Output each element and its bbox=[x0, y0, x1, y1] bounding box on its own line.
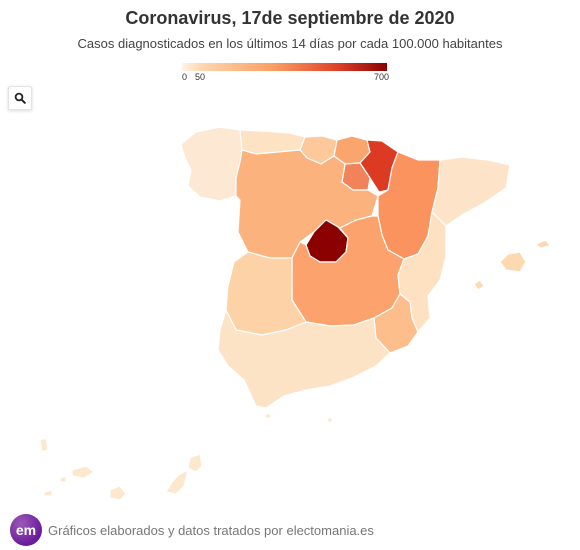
region-galicia[interactable]: Galicia bbox=[180, 126, 244, 202]
map-title: Coronavirus, 17de septiembre de 2020 bbox=[125, 8, 455, 28]
region-canarias-fuerteventura[interactable]: Canarias bbox=[165, 469, 189, 495]
region-canarias-tenerife[interactable]: Canarias bbox=[71, 465, 95, 479]
legend-mid-label: 50 bbox=[195, 72, 206, 82]
region-canarias-gran-canaria[interactable]: Canarias bbox=[109, 485, 127, 501]
map-subtitle: Casos diagnosticados en los últimos 14 d… bbox=[77, 36, 503, 51]
color-legend: 0 50 700 bbox=[182, 63, 390, 85]
legend-gradient-bar bbox=[182, 63, 387, 71]
region-baleares[interactable]: Baleares bbox=[499, 251, 527, 273]
region-canarias-el-hierro[interactable]: Canarias bbox=[43, 489, 53, 497]
search-icon bbox=[14, 92, 26, 104]
credit-text: Gráficos elaborados y datos tratados por… bbox=[48, 523, 374, 538]
zoom-search-button[interactable] bbox=[8, 86, 32, 110]
region-canarias-la-palma[interactable]: Canarias bbox=[39, 437, 49, 453]
region-cataluna[interactable]: Cataluña bbox=[431, 156, 511, 227]
region-ceuta[interactable]: Ceuta bbox=[264, 412, 272, 420]
legend-min-label: 0 bbox=[182, 72, 188, 82]
region-melilla[interactable]: Melilla bbox=[326, 416, 334, 424]
spain-choropleth-map: Galicia Asturias Cantabria País Vasco Na… bbox=[39, 126, 551, 501]
region-baleares-menorca[interactable]: Baleares bbox=[535, 239, 551, 249]
region-andalucia[interactable]: Andalucía bbox=[217, 309, 391, 409]
region-canarias-la-gomera[interactable]: Canarias bbox=[59, 475, 67, 483]
region-navarra[interactable]: Navarra bbox=[359, 139, 399, 193]
footer: em Gráficos elaborados y datos tratados … bbox=[10, 514, 570, 546]
region-baleares-ibiza[interactable]: Baleares bbox=[473, 279, 485, 291]
legend-max-label: 700 bbox=[374, 72, 390, 82]
electomania-logo: em bbox=[10, 514, 42, 546]
region-canarias-lanzarote[interactable]: Canarias bbox=[187, 453, 203, 473]
